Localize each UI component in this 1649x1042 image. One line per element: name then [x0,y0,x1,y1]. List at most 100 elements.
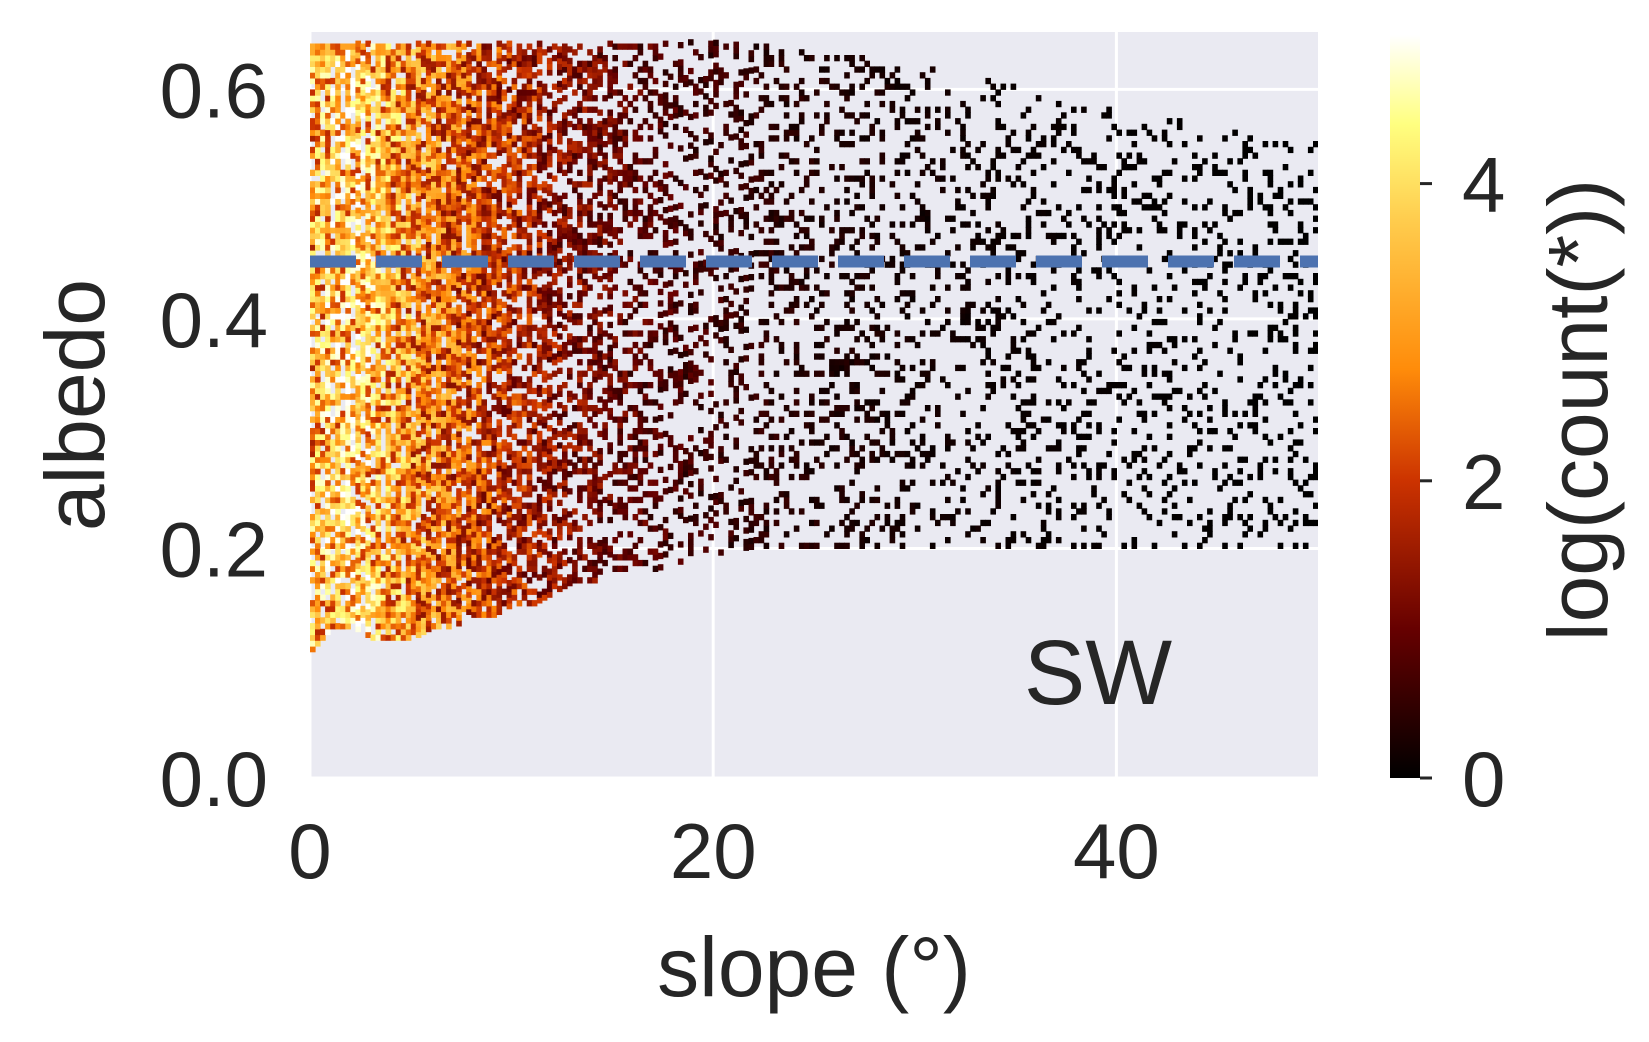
heatmap-cell [506,40,513,47]
heatmap-cell [365,597,371,604]
heatmap-cell [325,341,331,349]
heatmap-cell [642,353,649,360]
heatmap-cell [375,112,382,119]
heatmap-cell [496,344,503,351]
heatmap-cell [501,359,508,366]
heatmap-cell [415,448,422,455]
heatmap-cell [461,273,467,280]
heatmap-cell [501,186,508,194]
heatmap-cell [506,356,513,363]
heatmap-cell [350,502,356,509]
heatmap-cell [642,290,649,297]
heatmap-cell [415,281,422,288]
heatmap-cell [345,554,351,561]
heatmap-cell [501,123,508,131]
heatmap-cell [506,201,513,208]
heatmap-cell [330,485,336,492]
heatmap-cell [466,201,472,208]
heatmap-cell [657,300,664,307]
heatmap-cell [446,491,452,498]
heatmap-cell [410,382,417,389]
heatmap-cell [400,267,407,274]
heatmap-cell [491,577,497,584]
heatmap-cell [501,439,508,446]
heatmap-cell [592,450,598,458]
heatmap-cell [451,83,457,90]
heatmap-cell [652,43,659,50]
heatmap-cell [632,496,639,504]
heatmap-cell [652,49,659,56]
heatmap-cell [481,209,487,217]
heatmap-cell [390,364,397,372]
heatmap-cell [657,271,664,278]
heatmap-cell [471,267,477,274]
heatmap-cell [531,221,538,228]
heatmap-cell [642,181,649,188]
heatmap-cell [597,189,603,197]
heatmap-cell [335,588,341,595]
heatmap-cell [622,175,629,182]
heatmap-cell [446,198,452,205]
heatmap-cell [375,537,382,544]
heatmap-cell [491,273,497,280]
heatmap-cell [340,525,346,532]
heatmap-cell [557,155,563,162]
heatmap-cell [340,66,346,73]
heatmap-cell [400,508,407,515]
heatmap-cell [365,614,371,621]
heatmap-cell [602,175,608,182]
heatmap-cell [607,178,613,185]
heatmap-cell [481,491,487,498]
heatmap-cell [612,387,618,395]
heatmap-cell [662,539,669,547]
heatmap-cell [536,436,543,443]
heatmap-cell [607,442,613,449]
heatmap-cell [486,232,492,240]
heatmap-cell [551,209,558,217]
heatmap-cell [466,218,472,225]
heatmap-cell [365,172,371,179]
heatmap-cell [541,445,548,452]
heatmap-cell [310,456,316,463]
heatmap-cell [602,330,608,337]
heatmap-cell [572,393,578,400]
heatmap-cell [572,123,578,131]
heatmap-cell [506,293,513,300]
heatmap-cell [355,143,361,151]
heatmap-cell [385,479,392,486]
heatmap-cell [350,278,356,286]
heatmap-cell [390,359,397,366]
heatmap-cell [612,284,618,291]
heatmap-cell [496,235,503,242]
heatmap-cell [441,382,447,389]
heatmap-cell [471,496,477,504]
heatmap-cell [360,158,366,165]
heatmap-cell [385,473,392,481]
heatmap-cell [395,164,402,171]
heatmap-cell [375,370,382,377]
heatmap-cell [335,428,341,435]
heatmap-cell [410,296,417,303]
heatmap-cell [441,571,447,578]
heatmap-cell [466,505,472,512]
heatmap-cell [683,459,689,466]
heatmap-cell [557,195,563,202]
heatmap-cell [390,273,397,280]
heatmap-cell [365,75,371,82]
heatmap-cell [511,577,518,584]
heatmap-cell [451,387,457,395]
heatmap-cell [451,250,457,257]
heatmap-cell [642,341,649,349]
heatmap-cell [370,186,377,194]
heatmap-cell [662,516,669,524]
heatmap-cell [521,169,528,176]
heatmap-cell [476,491,482,498]
heatmap-cell [536,155,543,162]
heatmap-cell [355,132,361,139]
heatmap-cell [456,511,462,518]
heatmap-cell [501,519,508,527]
heatmap-cell [672,324,679,331]
heatmap-cell [395,112,402,119]
heatmap-cell [496,252,503,260]
heatmap-cell [506,57,513,65]
